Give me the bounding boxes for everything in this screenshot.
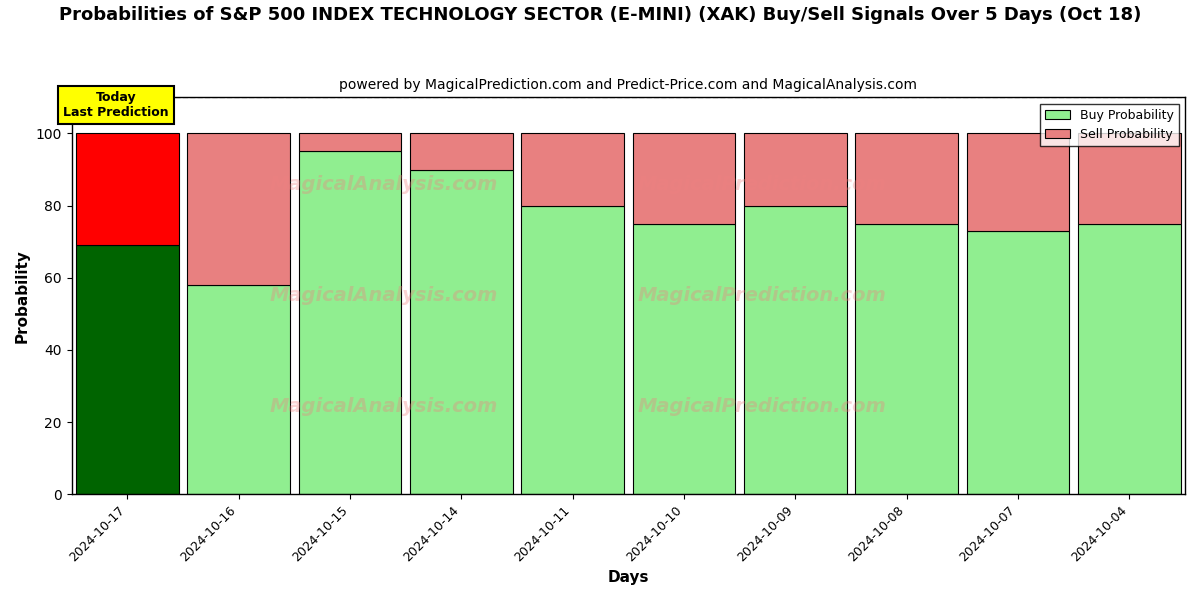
Bar [856, 224, 958, 494]
Text: Today
Last Prediction: Today Last Prediction [64, 91, 169, 119]
Bar [76, 133, 179, 245]
Text: MagicalAnalysis.com: MagicalAnalysis.com [269, 175, 498, 194]
Bar [632, 224, 736, 494]
Bar [522, 133, 624, 206]
Bar [856, 133, 958, 224]
Bar [967, 231, 1069, 494]
Bar [1078, 133, 1181, 224]
Title: powered by MagicalPrediction.com and Predict-Price.com and MagicalAnalysis.com: powered by MagicalPrediction.com and Pre… [340, 78, 917, 92]
Bar [1078, 224, 1181, 494]
Bar [187, 285, 290, 494]
Text: MagicalPrediction.com: MagicalPrediction.com [637, 397, 887, 416]
Legend: Buy Probability, Sell Probability: Buy Probability, Sell Probability [1040, 104, 1178, 146]
Text: Probabilities of S&P 500 INDEX TECHNOLOGY SECTOR (E-MINI) (XAK) Buy/Sell Signals: Probabilities of S&P 500 INDEX TECHNOLOG… [59, 6, 1141, 24]
Text: MagicalAnalysis.com: MagicalAnalysis.com [269, 397, 498, 416]
Bar [967, 133, 1069, 231]
Bar [522, 206, 624, 494]
Bar [187, 133, 290, 285]
Bar [299, 151, 401, 494]
Bar [76, 245, 179, 494]
Text: MagicalAnalysis.com: MagicalAnalysis.com [269, 286, 498, 305]
Bar [632, 133, 736, 224]
X-axis label: Days: Days [607, 570, 649, 585]
Bar [744, 206, 846, 494]
Bar [744, 133, 846, 206]
Text: MagicalPrediction.com: MagicalPrediction.com [637, 175, 887, 194]
Bar [299, 133, 401, 151]
Text: MagicalPrediction.com: MagicalPrediction.com [637, 286, 887, 305]
Bar [410, 170, 512, 494]
Bar [410, 133, 512, 170]
Y-axis label: Probability: Probability [16, 249, 30, 343]
